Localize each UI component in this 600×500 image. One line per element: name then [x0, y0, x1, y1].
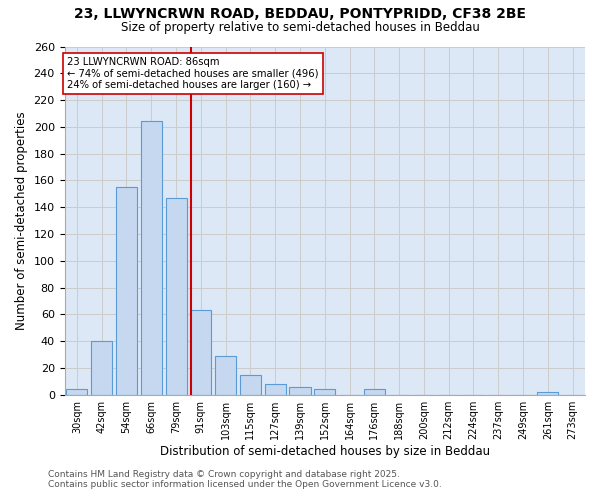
Bar: [265, 384, 286, 394]
Bar: [364, 390, 385, 394]
Y-axis label: Number of semi-detached properties: Number of semi-detached properties: [15, 112, 28, 330]
Bar: [190, 310, 211, 394]
Bar: [215, 356, 236, 395]
X-axis label: Distribution of semi-detached houses by size in Beddau: Distribution of semi-detached houses by …: [160, 444, 490, 458]
Bar: [166, 198, 187, 394]
Text: Contains HM Land Registry data © Crown copyright and database right 2025.
Contai: Contains HM Land Registry data © Crown c…: [48, 470, 442, 489]
Bar: [116, 187, 137, 394]
Bar: [67, 390, 88, 394]
Text: 23, LLWYNCRWN ROAD, BEDDAU, PONTYPRIDD, CF38 2BE: 23, LLWYNCRWN ROAD, BEDDAU, PONTYPRIDD, …: [74, 8, 526, 22]
Bar: [289, 386, 311, 394]
Text: Size of property relative to semi-detached houses in Beddau: Size of property relative to semi-detach…: [121, 21, 479, 34]
Bar: [314, 390, 335, 394]
Bar: [240, 374, 261, 394]
Bar: [537, 392, 559, 394]
Bar: [91, 341, 112, 394]
Text: 23 LLWYNCRWN ROAD: 86sqm
← 74% of semi-detached houses are smaller (496)
24% of : 23 LLWYNCRWN ROAD: 86sqm ← 74% of semi-d…: [67, 57, 319, 90]
Bar: [141, 122, 162, 394]
